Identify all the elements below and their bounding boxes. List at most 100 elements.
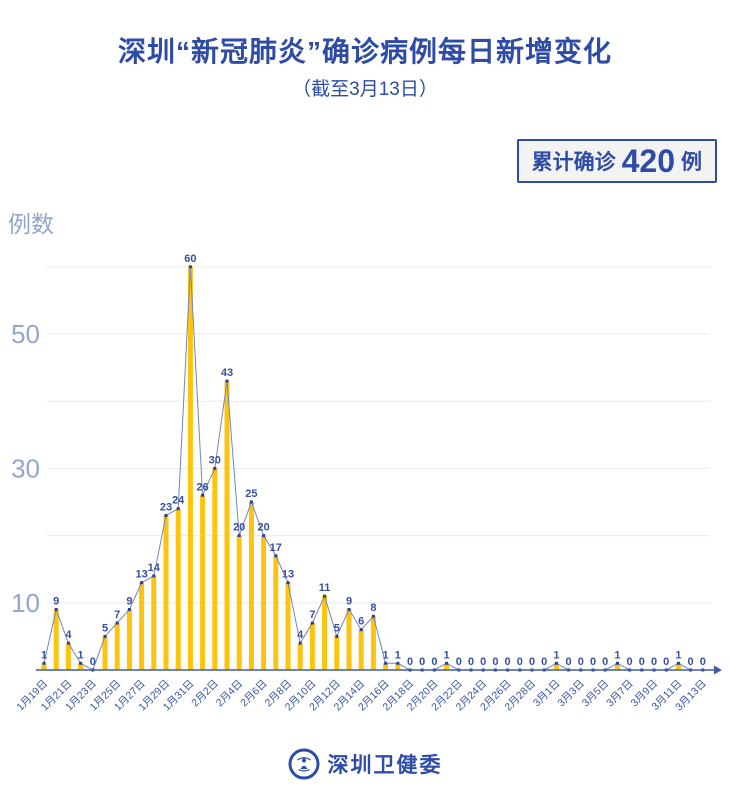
bar-1月19日 — [41, 663, 47, 670]
value-label-2月9日: 4 — [297, 629, 304, 641]
value-label-3月11日: 1 — [675, 649, 681, 661]
marker-2月7日 — [274, 554, 278, 558]
value-label-2月5日: 25 — [245, 488, 257, 500]
value-label-2月7日: 17 — [270, 542, 282, 554]
value-label-1月25日: 7 — [114, 609, 120, 621]
marker-2月8日 — [286, 581, 290, 585]
value-label-1月27日: 13 — [135, 569, 147, 581]
value-label-3月5日: 0 — [602, 656, 608, 668]
marker-1月26日 — [127, 608, 131, 612]
shenzhen-health-commission-logo — [288, 748, 319, 780]
bar-1月28日 — [151, 575, 157, 670]
marker-2月11日 — [323, 594, 327, 598]
x-axis-tick-labels: 1月19日1月21日1月23日1月25日1月27日1月29日1月31日2月2日2… — [14, 678, 709, 714]
bar-3月6日 — [614, 663, 620, 670]
bar-1月24日 — [102, 636, 108, 670]
value-label-2月1日: 26 — [196, 481, 208, 493]
value-label-3月12日: 0 — [688, 656, 694, 668]
bar-1月29日 — [163, 515, 169, 670]
bar-1月25日 — [114, 622, 120, 670]
value-label-3月2日: 0 — [566, 656, 572, 668]
value-label-2月8日: 13 — [282, 569, 294, 581]
marker-3月1日 — [554, 661, 558, 665]
value-label-2月29日: 0 — [541, 656, 547, 668]
marker-2月12日 — [335, 634, 339, 638]
value-label-3月8日: 0 — [639, 656, 645, 668]
marker-1月19日 — [42, 661, 46, 665]
value-label-1月26日: 9 — [126, 596, 132, 608]
bar-1月22日 — [78, 663, 84, 670]
marker-1月22日 — [79, 661, 83, 665]
page-title: 深圳“新冠肺炎”确诊病例每日新增变化 — [117, 36, 612, 67]
bar-1月31日 — [187, 266, 193, 670]
value-label-3月7日: 0 — [627, 656, 633, 668]
y-axis-tick-labels: 10 30 50 — [11, 319, 40, 618]
bar-2月11日 — [322, 596, 328, 670]
value-label-3月3日: 0 — [578, 656, 584, 668]
marker-1月27日 — [140, 581, 144, 585]
marker-1月20日 — [54, 608, 58, 612]
value-label-2月17日: 1 — [395, 649, 401, 661]
value-label-2月11日: 11 — [319, 582, 331, 594]
value-label-3月4日: 0 — [590, 656, 596, 668]
marker-1月28日 — [152, 574, 156, 578]
value-label-2月22日: 0 — [456, 656, 462, 668]
bar-1月30日 — [175, 508, 181, 670]
value-label-3月13日: 0 — [700, 656, 706, 668]
bar-2月6日 — [261, 535, 267, 670]
value-label-3月10日: 0 — [663, 656, 669, 668]
gridlines — [46, 266, 710, 604]
y-tick-30: 30 — [11, 453, 40, 483]
value-label-2月24日: 0 — [480, 656, 486, 668]
value-label-1月29日: 23 — [160, 501, 172, 513]
bar-2月16日 — [383, 663, 389, 670]
value-label-1月31日: 60 — [184, 253, 196, 265]
bar-2月15日 — [370, 616, 376, 670]
marker-1月30日 — [176, 507, 180, 511]
bars — [41, 266, 681, 670]
badge-label: 累计确诊 — [531, 151, 616, 174]
marker-2月9日 — [298, 641, 302, 645]
footer: 深圳卫健委 — [0, 748, 730, 780]
marker-3月11日 — [676, 661, 680, 665]
value-label-1月30日: 24 — [172, 495, 185, 507]
bar-2月17日 — [395, 663, 401, 670]
value-label-1月24日: 5 — [102, 622, 108, 634]
bar-2月9日 — [297, 643, 303, 670]
marker-2月10日 — [310, 621, 314, 625]
bar-2月21日 — [444, 663, 450, 670]
value-label-2月23日: 0 — [468, 656, 474, 668]
chart-svg: 1030501941057913142324602630432025201713… — [11, 253, 722, 714]
value-label-2月21日: 1 — [444, 649, 450, 661]
y-tick-10: 10 — [11, 588, 40, 618]
value-label-1月28日: 14 — [148, 562, 161, 574]
value-label-1月23日: 0 — [90, 656, 96, 668]
value-label-1月22日: 1 — [78, 649, 84, 661]
marker-2月16日 — [384, 661, 388, 665]
value-label-2月4日: 20 — [233, 522, 245, 534]
value-label-2月12日: 5 — [334, 622, 340, 634]
value-label-2月13日: 9 — [346, 596, 352, 608]
marker-1月24日 — [103, 634, 107, 638]
marker-1月31日 — [188, 265, 192, 269]
y-axis-title: 例数 — [8, 211, 54, 237]
value-label-1月21日: 4 — [65, 629, 72, 641]
value-labels: 1941057913142324602630432025201713471159… — [41, 253, 706, 668]
value-label-2月14日: 6 — [358, 616, 364, 628]
marker-2月14日 — [359, 628, 363, 632]
marker-3月6日 — [615, 661, 619, 665]
value-label-3月6日: 1 — [614, 649, 620, 661]
badge-unit: 例 — [681, 151, 702, 174]
y-tick-50: 50 — [11, 319, 40, 349]
bar-2月4日 — [236, 535, 242, 670]
value-label-2月27日: 0 — [517, 656, 523, 668]
value-label-2月20日: 0 — [431, 656, 437, 668]
x-axis-arrow — [714, 665, 722, 675]
value-label-2月3日: 43 — [221, 367, 233, 379]
value-label-2月18日: 0 — [407, 656, 413, 668]
bar-3月11日 — [675, 663, 681, 670]
marker-2月4日 — [237, 534, 241, 538]
marker-2月15日 — [371, 614, 375, 618]
bar-2月1日 — [200, 495, 206, 670]
